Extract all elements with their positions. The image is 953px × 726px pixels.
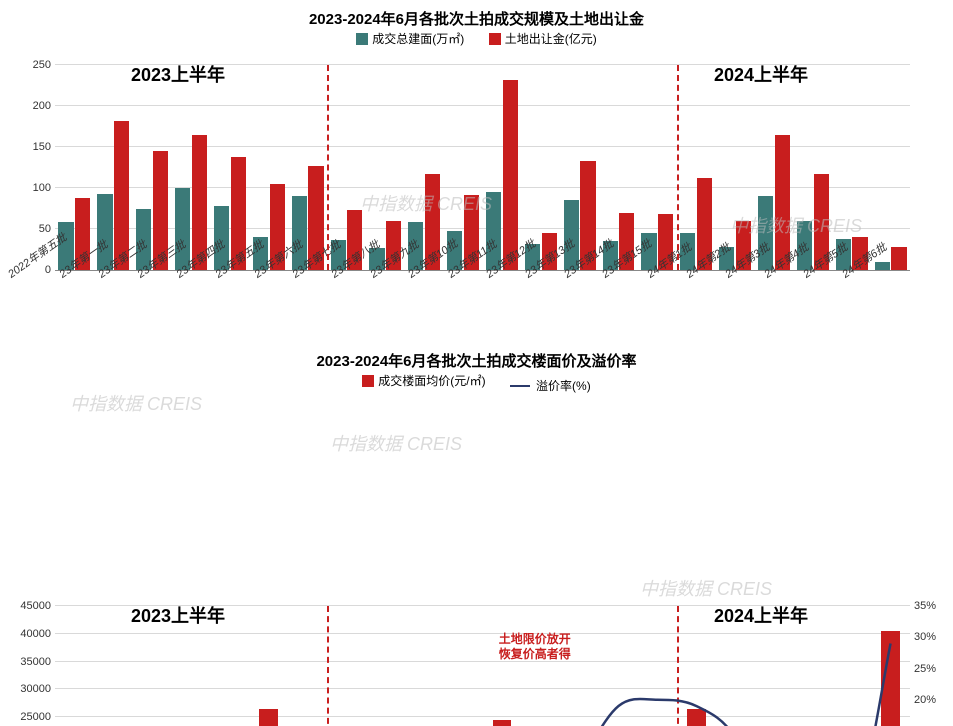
chart2-title: 2023-2024年6月各批次土拍成交楼面价及溢价率 (0, 350, 953, 371)
y-tick-right: 30% (910, 631, 936, 643)
y-tick-right: 35% (910, 600, 936, 612)
y-tick-left: 50 (39, 223, 55, 235)
gridline (55, 105, 910, 106)
y-tick-left: 0 (45, 264, 55, 276)
legend-swatch-cash (489, 33, 501, 45)
chart1-legend-area: 成交总建面(万㎡) (356, 30, 464, 47)
y-tick-left: 100 (33, 182, 55, 194)
legend-swatch-area (356, 33, 368, 45)
chart1-plot: 0501001502002502022年第五批23年第一批23年第二批23年第三… (55, 65, 910, 271)
chart2-legend: 成交楼面均价(元/㎡) 溢价率(%) (0, 372, 953, 394)
bar (503, 80, 518, 270)
price-cap-annotation: 土地限价放开恢复价高者得 (499, 632, 571, 662)
bar (875, 262, 890, 270)
legend-swatch-price (362, 375, 374, 387)
watermark: 中指数据 CREIS (640, 575, 772, 601)
y-tick-left: 30000 (20, 683, 55, 695)
period-label: 2024上半年 (714, 61, 808, 87)
period-divider (327, 606, 329, 726)
bar (881, 631, 900, 726)
gridline (55, 688, 910, 689)
chart1-legend-cash-label: 土地出让金(亿元) (505, 30, 597, 47)
bar (259, 709, 278, 726)
chart2-plot: 0500010000150002000025000300003500040000… (55, 606, 910, 726)
y-tick-right: 20% (910, 694, 936, 706)
chart1-legend-area-label: 成交总建面(万㎡) (372, 30, 464, 47)
y-tick-left: 200 (33, 100, 55, 112)
period-divider (677, 606, 679, 726)
bar (775, 135, 790, 270)
chart2-legend-price: 成交楼面均价(元/㎡) (362, 372, 485, 389)
y-tick-left: 35000 (20, 656, 55, 668)
legend-swatch-premium (510, 385, 530, 387)
gridline (55, 661, 910, 662)
bar (175, 188, 190, 270)
period-divider (327, 65, 329, 270)
bar (493, 720, 512, 726)
y-tick-left: 150 (33, 141, 55, 153)
gridline (55, 633, 910, 634)
chart1-legend-cash: 土地出让金(亿元) (489, 30, 597, 47)
period-label: 2023上半年 (131, 61, 225, 87)
chart2-legend-price-label: 成交楼面均价(元/㎡) (378, 372, 485, 389)
period-label: 2024上半年 (714, 602, 808, 628)
chart1-legend: 成交总建面(万㎡) 土地出让金(亿元) (0, 30, 953, 50)
bar (891, 247, 906, 270)
y-tick-left: 250 (33, 59, 55, 71)
period-label: 2023上半年 (131, 602, 225, 628)
y-tick-left: 25000 (20, 711, 55, 723)
y-tick-left: 45000 (20, 600, 55, 612)
watermark: 中指数据 CREIS (330, 430, 462, 456)
bar (687, 709, 706, 726)
period-divider (677, 65, 679, 270)
chart2-legend-premium-label: 溢价率(%) (536, 377, 591, 394)
chart2-legend-premium: 溢价率(%) (510, 377, 591, 394)
y-tick-right: 25% (910, 663, 936, 675)
chart1-title: 2023-2024年6月各批次土拍成交规模及土地出让金 (0, 8, 953, 29)
y-tick-left: 40000 (20, 628, 55, 640)
gridline (55, 716, 910, 717)
